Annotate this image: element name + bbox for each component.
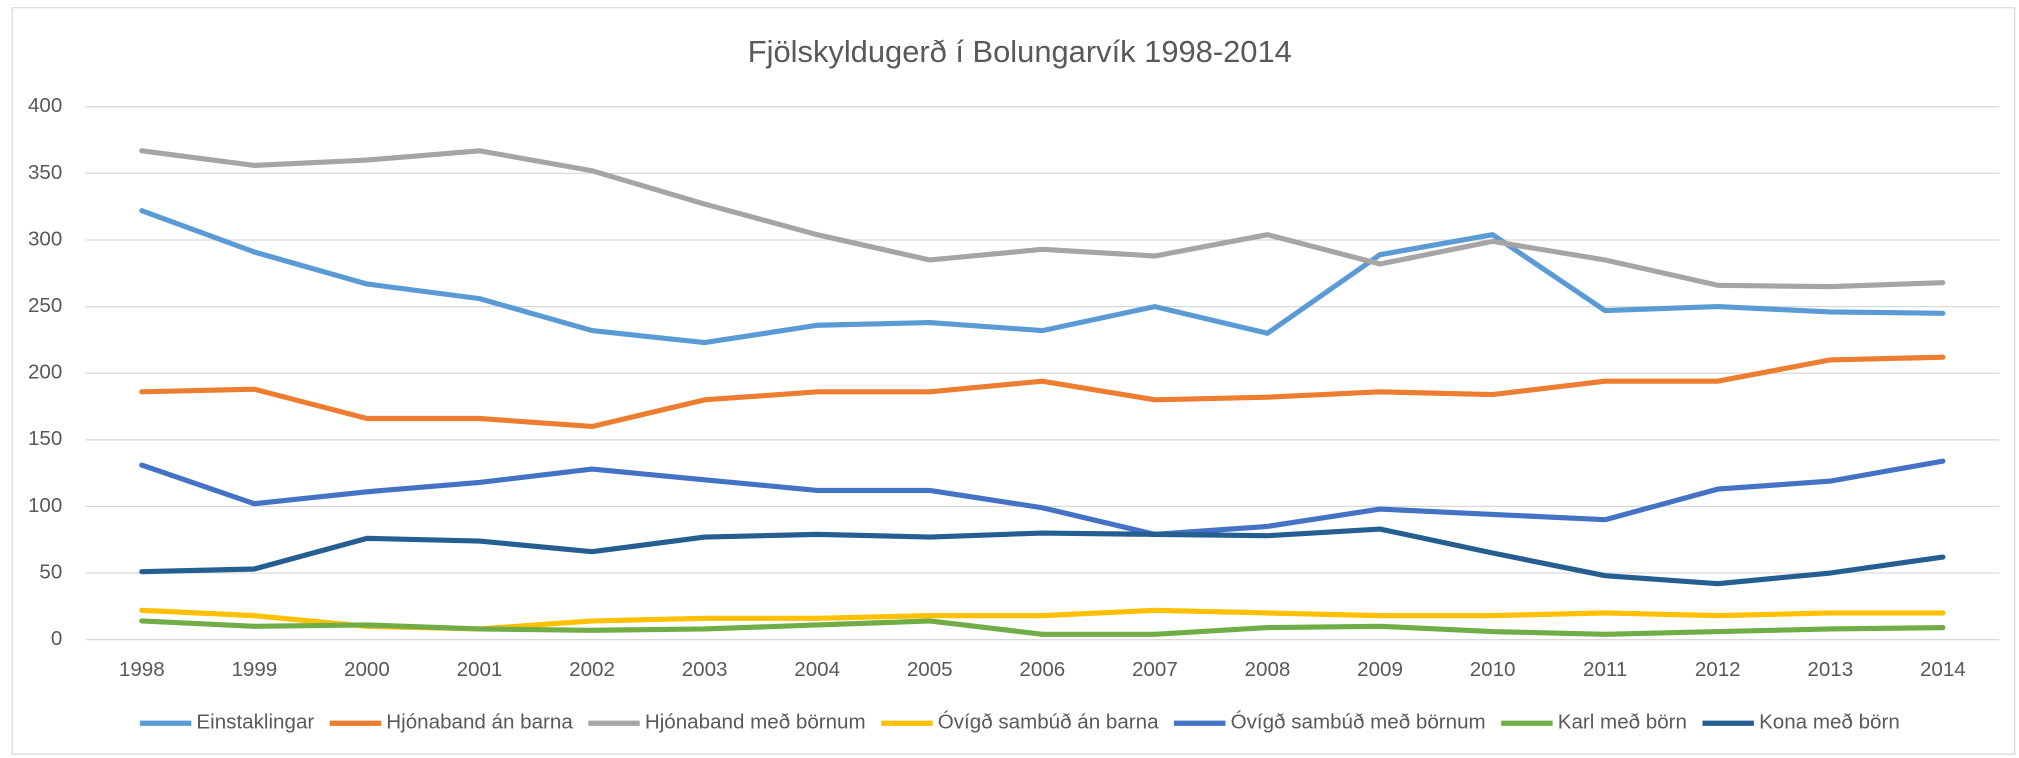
- x-tick-label: 2012: [1695, 658, 1741, 681]
- x-tick-label: 2004: [794, 658, 840, 681]
- x-tick-label: 2009: [1357, 658, 1403, 681]
- x-tick-label: 2001: [457, 658, 503, 681]
- legend-label: Óvígð sambúð án barna: [938, 711, 1159, 734]
- legend-label: Einstaklingar: [196, 711, 314, 734]
- x-tick-label: 2008: [1245, 658, 1291, 681]
- series-line: [139, 526, 1946, 587]
- x-tick-label: 2003: [682, 658, 728, 681]
- series-line: [139, 148, 1946, 290]
- series-line: [139, 354, 1946, 430]
- x-tick-label: 2000: [344, 658, 390, 681]
- x-tick-label: 2014: [1920, 658, 1966, 681]
- y-tick-label: 300: [28, 227, 62, 250]
- legend-label: Óvígð sambúð með börnum: [1231, 711, 1486, 734]
- x-tick-label: 2013: [1807, 658, 1853, 681]
- legend-label: Hjónaband án barna: [386, 711, 573, 734]
- y-tick-label: 250: [28, 294, 62, 317]
- x-tick-label: 2011: [1583, 658, 1627, 681]
- chart-title: Fjölskyldugerð í Bolungarvík 1998-2014: [748, 34, 1292, 69]
- x-tick-label: 2002: [569, 658, 615, 681]
- series-line: [139, 208, 1946, 346]
- series-line: [139, 458, 1946, 537]
- y-tick-label: 50: [39, 560, 62, 583]
- y-tick-label: 200: [28, 361, 62, 384]
- legend-label: Kona með börn: [1759, 711, 1900, 734]
- y-tick-label: 100: [28, 494, 62, 517]
- series-line: [139, 618, 1946, 637]
- legend-label: Hjónaband með börnum: [645, 711, 866, 734]
- legend-label: Karl með börn: [1558, 711, 1687, 734]
- x-tick-label: 2007: [1132, 658, 1178, 681]
- x-tick-label: 2005: [907, 658, 953, 681]
- y-tick-label: 150: [28, 427, 62, 450]
- x-tick-label: 1999: [231, 658, 277, 681]
- y-tick-label: 400: [28, 94, 62, 117]
- x-tick-label: 2010: [1470, 658, 1516, 681]
- y-tick-label: 350: [28, 161, 62, 184]
- x-tick-label: 1998: [119, 658, 165, 681]
- y-tick-label: 0: [51, 627, 62, 650]
- x-tick-label: 2006: [1019, 658, 1065, 681]
